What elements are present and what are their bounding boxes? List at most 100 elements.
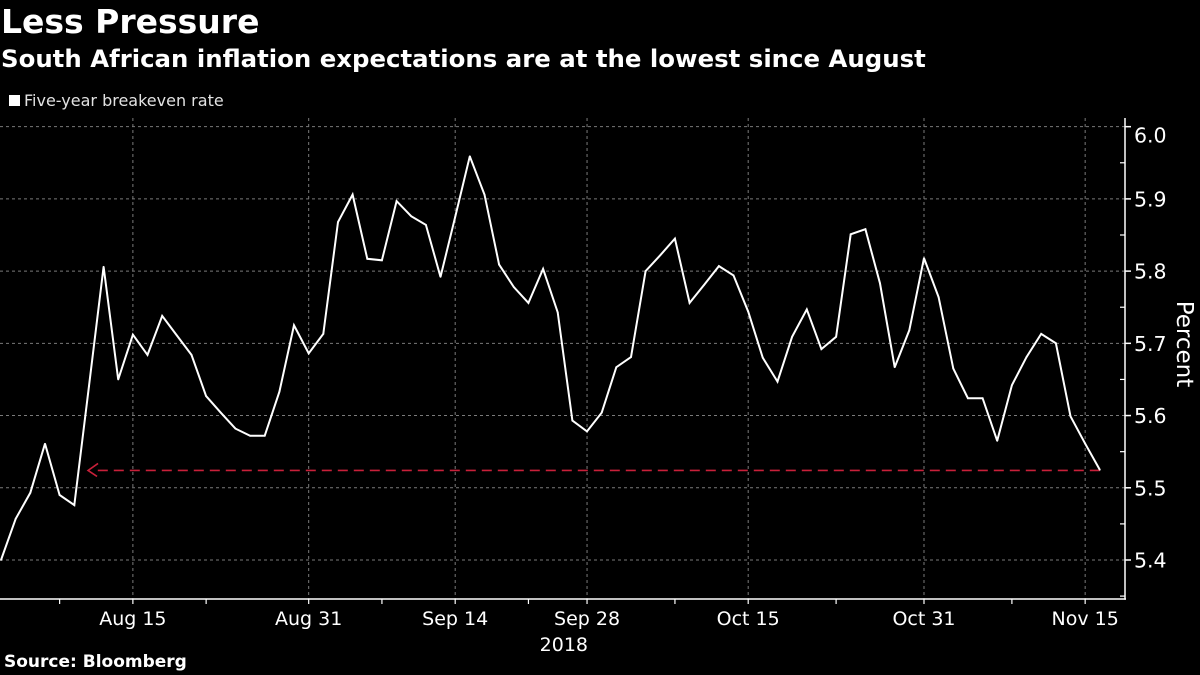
data-point	[263, 434, 266, 437]
x-tick-label: Nov 15	[1051, 608, 1118, 630]
data-point	[351, 193, 354, 196]
data-point	[205, 395, 208, 397]
data-point	[747, 310, 750, 313]
annotation-arrow	[86, 462, 1100, 478]
data-point	[1054, 342, 1057, 345]
x-tick-label: Oct 15	[717, 608, 780, 630]
data-point	[674, 237, 676, 240]
data-point	[1040, 333, 1043, 335]
data-point	[615, 366, 618, 369]
legend-swatch-square	[9, 94, 20, 106]
data-point	[967, 397, 969, 400]
data-point	[175, 334, 178, 337]
data-point	[703, 283, 706, 286]
x-tick-label: Aug 15	[99, 608, 166, 630]
source-note: Source: Bloomberg	[4, 652, 187, 672]
data-point	[117, 378, 120, 381]
y-tick-label: 5.8	[1134, 260, 1167, 284]
data-point	[952, 367, 955, 370]
chart-subtitle: South African inflation expectations are…	[1, 44, 926, 73]
data-point	[556, 311, 559, 314]
data-point	[776, 380, 779, 383]
data-point	[732, 274, 735, 277]
data-point	[586, 430, 588, 433]
series-group	[0, 155, 1101, 561]
y-tick-label: 6.0	[1134, 124, 1167, 148]
data-point	[88, 385, 90, 388]
data-point	[835, 335, 837, 338]
data-point	[366, 257, 369, 260]
data-point	[337, 221, 339, 223]
data-point	[44, 442, 46, 445]
chart-title: Less Pressure	[1, 2, 260, 41]
y-tick-label: 5.7	[1134, 332, 1167, 356]
y-axis-title: Percent	[1171, 301, 1197, 388]
data-point	[468, 155, 471, 158]
y-tick-label: 5.9	[1134, 187, 1167, 211]
data-point	[0, 559, 2, 561]
data-point	[527, 301, 530, 304]
data-point	[1010, 384, 1013, 387]
annotation-arrowhead	[86, 462, 99, 478]
data-point	[498, 263, 501, 266]
data-point	[1025, 356, 1028, 358]
data-point	[322, 333, 325, 335]
data-point	[307, 352, 310, 355]
data-point	[1084, 442, 1087, 445]
data-point	[996, 439, 999, 442]
data-point	[102, 265, 105, 268]
data-point	[791, 335, 794, 338]
data-point	[190, 353, 193, 356]
data-point	[454, 216, 457, 218]
data-point	[893, 366, 896, 369]
data-point	[381, 259, 383, 262]
data-point	[439, 275, 442, 278]
legend: Five-year breakeven rate	[9, 89, 224, 111]
x-year-label: 2018	[540, 634, 588, 656]
x-tick-label: Sep 14	[422, 608, 488, 630]
data-point	[849, 233, 852, 236]
data-point	[659, 254, 662, 257]
data-point	[600, 411, 603, 414]
x-tick-label: Oct 31	[892, 608, 955, 630]
series-line	[0, 155, 1101, 561]
data-point	[1098, 468, 1101, 471]
data-point	[879, 282, 881, 285]
data-point	[278, 390, 281, 393]
data-point	[410, 215, 413, 218]
data-point	[761, 356, 764, 359]
data-point	[864, 228, 867, 231]
y-tick-label: 5.6	[1134, 404, 1167, 428]
gridlines	[0, 118, 1125, 599]
data-point	[542, 268, 544, 270]
data-point	[981, 397, 984, 400]
data-point	[146, 353, 149, 356]
data-point	[395, 200, 398, 202]
data-point	[923, 257, 925, 260]
data-point	[717, 265, 720, 267]
x-tick-label: Sep 28	[554, 608, 620, 630]
data-point	[644, 270, 647, 273]
data-point	[1069, 415, 1072, 418]
legend-label: Five-year breakeven rate	[24, 90, 224, 110]
data-point	[14, 517, 17, 520]
data-point	[630, 356, 632, 358]
data-point	[483, 193, 486, 196]
data-point	[424, 223, 427, 226]
data-point	[937, 296, 940, 299]
data-point	[820, 348, 823, 351]
data-point	[161, 314, 164, 317]
data-point	[908, 329, 911, 332]
data-point	[512, 286, 515, 288]
data-point	[688, 301, 691, 304]
data-point	[219, 411, 222, 414]
data-point	[29, 491, 32, 494]
data-point	[234, 427, 237, 430]
x-tick-label: Aug 31	[275, 608, 342, 630]
data-point	[73, 504, 76, 507]
data-point	[131, 333, 134, 336]
data-point	[293, 324, 295, 327]
y-tick-label: 5.5	[1134, 476, 1167, 500]
data-point	[249, 434, 251, 437]
